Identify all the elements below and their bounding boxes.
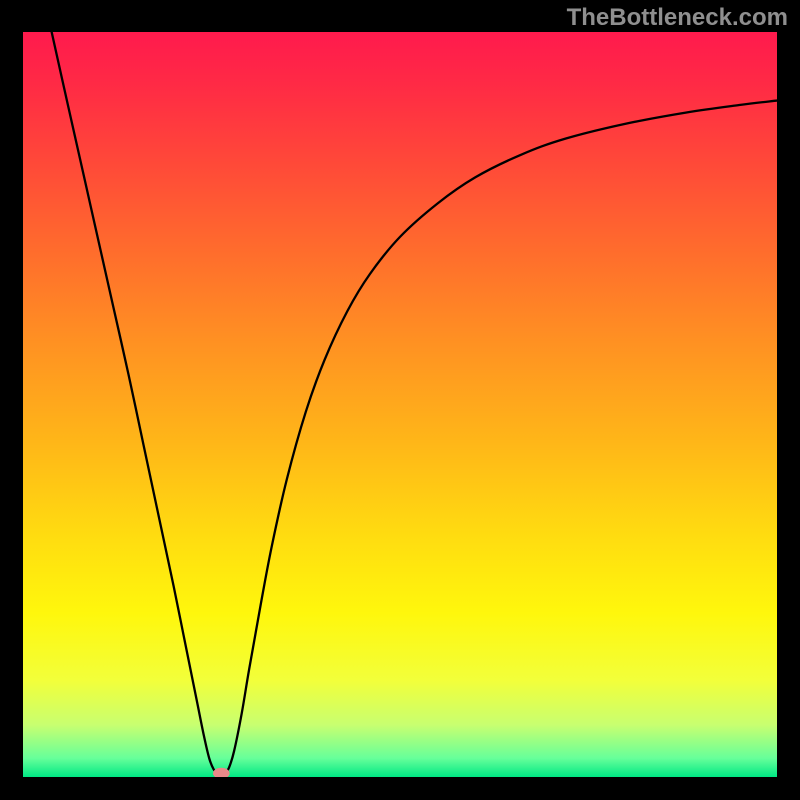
plot-area bbox=[23, 32, 777, 777]
watermark-text: TheBottleneck.com bbox=[567, 4, 788, 32]
curve-svg bbox=[23, 32, 777, 777]
chart-container: TheBottleneck.com bbox=[0, 0, 800, 800]
